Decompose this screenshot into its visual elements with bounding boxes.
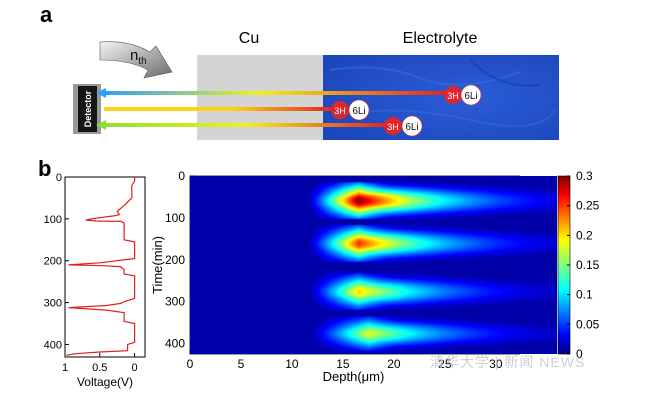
colorbar-tick-label: 0.05 (576, 317, 600, 331)
colorbar-tick-label: 0 (576, 347, 583, 361)
svg-text:3H: 3H (387, 122, 399, 132)
heatmap-ytick-label: 300 (165, 295, 185, 309)
voltage-ytick-label: 400 (44, 339, 62, 351)
voltage-ytick-label: 100 (44, 214, 62, 226)
heatmap-xtick-label: 30 (489, 357, 503, 371)
neutron-label: nth (130, 47, 147, 67)
heatmap-canvas (190, 176, 557, 354)
detector-label: Detector (83, 90, 93, 127)
neutron-arrow-icon (99, 41, 173, 79)
voltage-ytick-label: 200 (44, 256, 62, 268)
svg-text:6Li: 6Li (464, 91, 477, 102)
beam-top (104, 91, 449, 95)
voltage-xtick-label: 1 (62, 362, 68, 374)
voltage-xlabel: Voltage(V) (77, 375, 133, 389)
beam-mid (104, 107, 336, 111)
voltage-ytick-label: 0 (56, 172, 62, 184)
svg-text:6Li: 6Li (405, 122, 418, 133)
heatmap-ytick-label: 400 (165, 337, 185, 351)
colorbar-tick-label: 0.2 (576, 228, 593, 242)
heatmap-ytick-label: 100 (165, 211, 185, 225)
particle-pair-top: 3H 6Li (444, 84, 482, 106)
colorbar-tick-label: 0.3 (576, 169, 593, 183)
svg-text:3H: 3H (334, 106, 346, 116)
depth-heatmap: 0 5 10 15 20 25 300100200300400Depth(μm)Time(m… (150, 169, 520, 384)
heatmap-xtick-label: 15 (336, 357, 350, 371)
panel-a-label: a (40, 2, 53, 27)
heatmap-xtick-label: 25 (438, 357, 452, 371)
colorbar: 0 0.05 0.1 0.15 0.2 0.25 0.3 (557, 169, 600, 361)
voltage-plot-frame (64, 176, 146, 358)
colorbar-tick-label: 0.1 (576, 288, 593, 302)
voltage-ytick-label: 300 (44, 298, 62, 310)
heatmap-ytick-label: 200 (165, 253, 185, 267)
colorbar-tick-label: 0.15 (576, 258, 600, 272)
voltage-line (66, 177, 136, 356)
beam-low (104, 123, 389, 127)
svg-text:3H: 3H (447, 91, 459, 101)
cu-label: Cu (239, 30, 259, 47)
colorbar-tick-label: 0.25 (576, 199, 600, 213)
voltage-xtick-label: 0.5 (92, 362, 107, 374)
heatmap-xtick-label: 20 (387, 357, 401, 371)
heatmap-xlabel: Depth(μm) (323, 369, 385, 384)
detector (78, 86, 97, 132)
panel-b-label: b (38, 156, 52, 181)
beam-low-arrowhead (96, 120, 106, 130)
heatmap-xtick-label: 0 (187, 357, 194, 371)
heatmap-xtick-label: 10 (285, 357, 299, 371)
particle-pair-low: 3H 6Li (384, 115, 423, 137)
svg-text:6Li: 6Li (352, 106, 365, 117)
watermark: 清华大学 | 新闻 NEWS (430, 354, 586, 370)
heatmap-ylabel: Time(min) (150, 236, 165, 294)
voltage-xtick-label: 0 (132, 362, 138, 374)
beam-top-arrowhead (96, 88, 106, 98)
heatmap-xtick-label: 5 (238, 357, 245, 371)
electrolyte-label: Electrolyte (403, 30, 478, 47)
panel-a-schematic: nth Cu Electrolyte Detector 3H 6Li 3H 6L… (73, 30, 559, 140)
heatmap-ytick-label: 0 (178, 169, 185, 183)
particle-pair-mid: 3H 6Li (331, 99, 370, 121)
cu-layer (197, 55, 323, 140)
